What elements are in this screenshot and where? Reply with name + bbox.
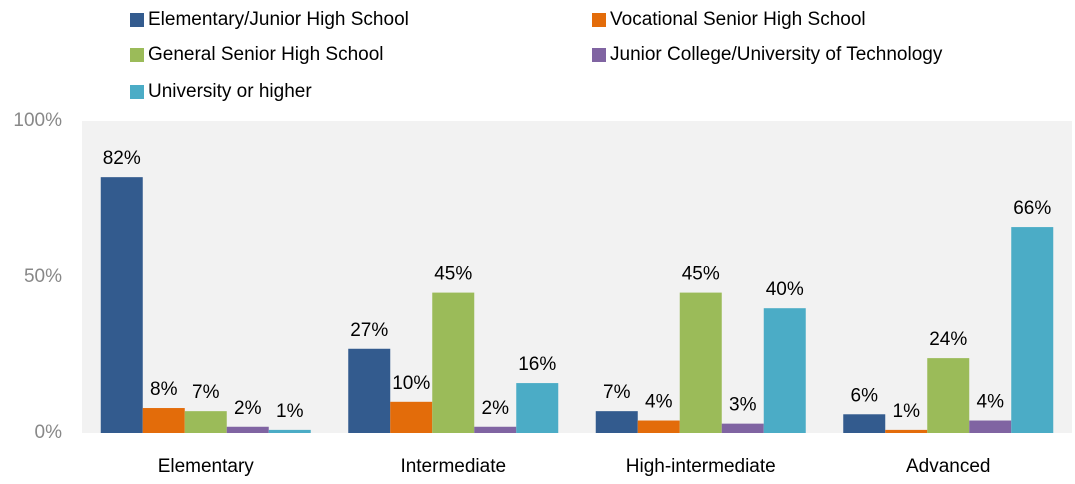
bar <box>474 426 517 433</box>
bar <box>763 308 806 433</box>
bar <box>1011 227 1054 433</box>
bar <box>390 401 433 433</box>
legend-swatch <box>130 13 144 27</box>
bar <box>100 177 143 433</box>
legend-label: Elementary/Junior High School <box>148 9 409 30</box>
value-label: 7% <box>603 382 631 403</box>
value-label: 2% <box>482 398 510 419</box>
value-label: 40% <box>766 279 804 300</box>
legend-swatch <box>130 85 144 99</box>
bar <box>226 426 269 433</box>
legend-label: University or higher <box>148 81 312 102</box>
value-label: 45% <box>682 264 720 285</box>
y-tick-label: 100% <box>13 110 62 131</box>
x-tick-label: Advanced <box>906 456 991 477</box>
y-tick-label: 50% <box>24 266 62 287</box>
legend-swatch <box>592 48 606 62</box>
legend-label: General Senior High School <box>148 44 384 65</box>
bar <box>927 358 970 433</box>
bar <box>432 292 475 433</box>
bar <box>348 348 391 433</box>
x-tick-label: Intermediate <box>400 456 506 477</box>
value-label: 4% <box>645 392 673 413</box>
bar <box>516 383 559 433</box>
value-label: 10% <box>392 373 430 394</box>
x-tick-label: Elementary <box>158 456 255 477</box>
bar <box>637 420 680 433</box>
value-label: 82% <box>103 148 141 169</box>
legend-label: Vocational Senior High School <box>610 9 866 30</box>
value-label: 45% <box>434 264 472 285</box>
legend-swatch <box>592 13 606 27</box>
value-label: 1% <box>893 401 921 422</box>
bar <box>885 429 928 433</box>
value-label: 66% <box>1013 198 1051 219</box>
bar <box>142 408 185 433</box>
bar <box>721 423 764 433</box>
value-label: 6% <box>851 385 879 406</box>
x-tick-label: High-intermediate <box>626 456 776 477</box>
value-label: 3% <box>729 395 757 416</box>
legend-label: Junior College/University of Technology <box>610 44 943 65</box>
value-label: 27% <box>350 320 388 341</box>
value-label: 16% <box>518 354 556 375</box>
value-label: 8% <box>150 379 178 400</box>
y-tick-label: 0% <box>35 422 63 443</box>
bar <box>843 414 886 433</box>
value-label: 1% <box>276 401 304 422</box>
plot-area <box>82 121 1072 433</box>
legend-swatch <box>130 48 144 62</box>
bar <box>595 411 638 433</box>
bar <box>679 292 722 433</box>
value-label: 7% <box>192 382 220 403</box>
value-label: 24% <box>929 329 967 350</box>
bar <box>268 429 311 433</box>
value-label: 2% <box>234 398 262 419</box>
bar <box>184 411 227 433</box>
value-label: 4% <box>977 392 1005 413</box>
bar <box>969 420 1012 433</box>
